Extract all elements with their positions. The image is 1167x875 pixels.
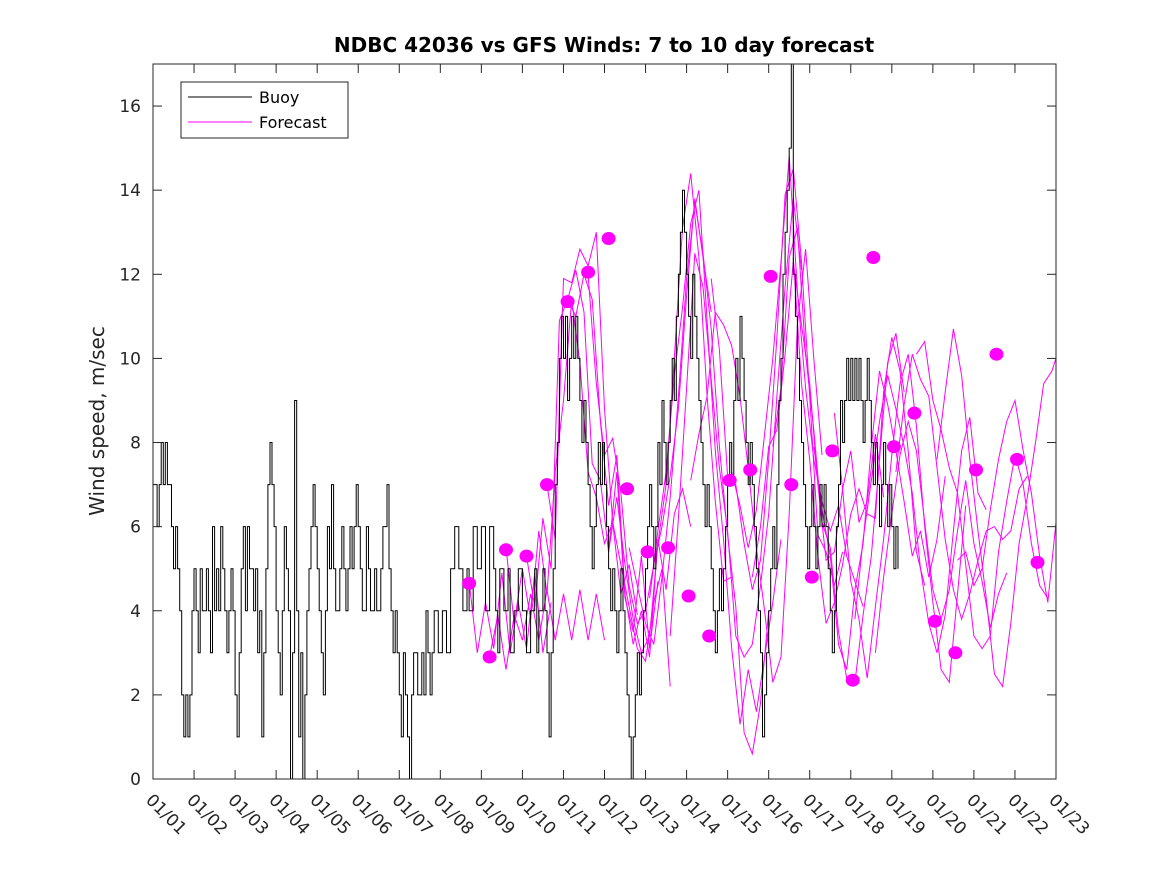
forecast-markers [462,232,1045,687]
forecast-marker [581,265,596,279]
forecast-marker [763,269,778,283]
forecast-line [587,198,712,625]
x-tick-label: 01/01 [141,790,190,839]
forecast-marker [948,646,963,660]
forecast-line [936,328,1057,688]
forecast-line [813,370,946,670]
x-tick-label: 01/13 [634,790,683,839]
y-tick-label: 10 [119,349,141,369]
forecast-line [854,375,987,653]
x-tick-label: 01/08 [429,790,478,839]
x-tick-label: 01/21 [962,790,1011,839]
forecast-marker [482,650,497,664]
legend-buoy-label: Buoy [259,88,299,107]
x-tick-label: 01/12 [593,790,642,839]
forecast-marker [560,295,575,309]
y-tick-label: 6 [130,518,141,538]
legend: Buoy Forecast [180,81,349,139]
x-tick-label: 01/19 [880,790,929,839]
chart-title: NDBC 42036 vs GFS Winds: 7 to 10 day for… [334,33,875,57]
forecast-line [526,269,659,649]
forecast-line [895,354,1028,621]
forecast-marker [702,629,717,643]
x-tick-label: 01/16 [757,790,806,839]
forecast-marker [462,576,477,590]
forecast-marker [681,589,696,603]
plot-area [152,63,1057,780]
x-tick-label: 01/09 [470,790,519,839]
x-tick-label: 01/10 [511,790,560,839]
x-tick-label: 01/15 [716,790,765,839]
forecast-marker [845,673,860,687]
plot-background [153,64,1056,779]
forecast-line [628,202,770,756]
y-tick-label: 16 [119,97,141,117]
forecast-line [792,257,926,624]
y-tick-label: 4 [130,602,141,622]
x-tick-label: 01/03 [224,790,273,839]
y-axis-label: Wind speed, m/sec [85,326,109,516]
forecast-marker [969,463,983,477]
forecast-marker [722,473,737,487]
x-tick-label: 01/07 [388,790,437,839]
y-tick-label: 12 [119,265,141,285]
legend-box [180,81,349,139]
x-tick-label: 01/23 [1044,790,1093,839]
legend-forecast-label: Forecast [259,113,327,132]
forecast-marker [540,478,554,492]
forecast-marker [519,549,534,563]
forecast-marker [743,463,758,477]
forecast-marker [825,444,840,458]
forecast-series [468,156,1057,756]
forecast-line [669,198,802,659]
forecast-marker [907,406,922,420]
forecast-marker [927,614,942,628]
forecast-marker [886,440,901,454]
forecast-marker [1010,452,1024,466]
x-tick-label: 01/20 [921,790,970,839]
forecast-marker [1030,555,1045,569]
forecast-marker [640,545,655,559]
forecast-marker [866,251,881,264]
x-tick-label: 01/18 [839,790,888,839]
forecast-marker [499,543,513,557]
y-tick-label: 8 [130,434,141,454]
buoy-line [153,63,899,780]
x-tick-label: 01/04 [265,790,314,839]
y-tick-label: 0 [130,770,141,790]
forecast-marker [601,232,616,245]
x-tick-label: 01/11 [552,790,601,839]
forecast-line [772,227,905,684]
forecast-marker [620,482,635,496]
forecast-line [957,398,1057,603]
buoy-series [153,63,899,780]
x-tick-label: 01/06 [347,790,396,839]
x-tick-label: 01/05 [306,790,355,839]
forecast-marker [989,347,1004,361]
x-tick-label: 01/14 [675,790,724,839]
y-axis: 0 2 4 6 8 10 12 14 16 [119,97,1056,790]
forecast-marker [784,478,799,492]
forecast-line [649,190,782,725]
x-tick-label: 01/02 [183,790,232,839]
x-tick-label: 01/17 [798,790,847,839]
x-tick-label: 01/22 [1003,790,1052,839]
y-tick-label: 2 [130,686,141,706]
forecast-marker [804,570,819,584]
y-tick-label: 14 [119,181,141,201]
forecast-marker [661,541,676,555]
